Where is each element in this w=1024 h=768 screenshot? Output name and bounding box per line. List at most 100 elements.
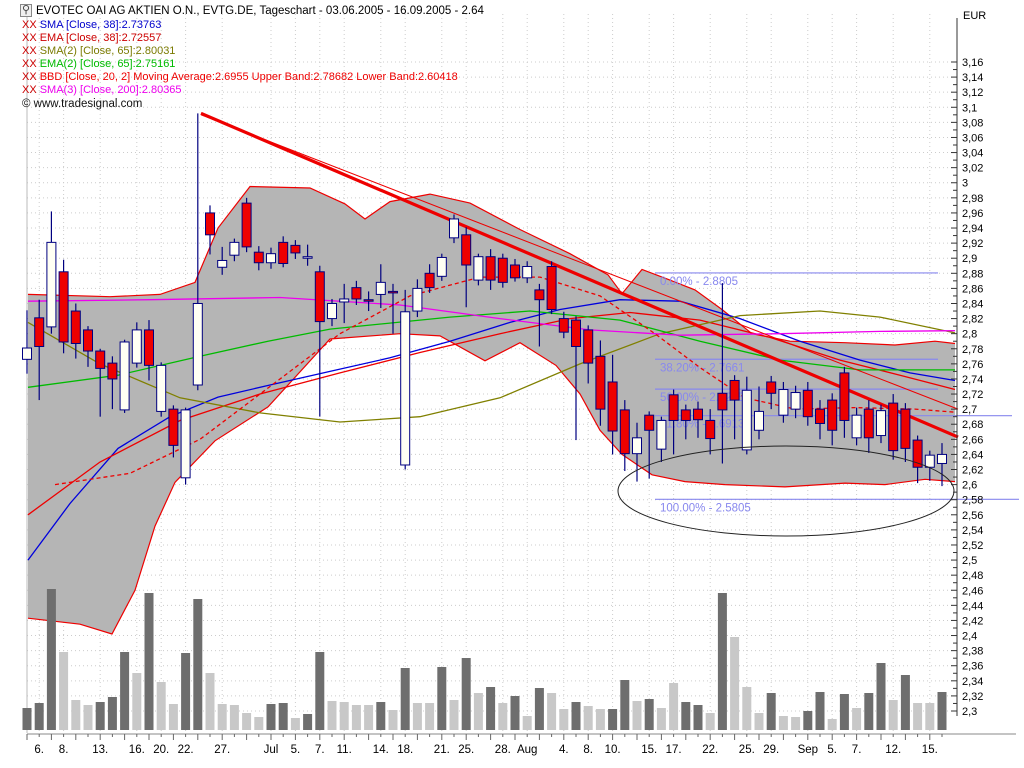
volume-bar [120, 652, 130, 730]
volume-bar [327, 701, 337, 730]
candle-body [168, 408, 179, 446]
indicator-bbd-mid [54, 276, 956, 486]
volume-bar [71, 700, 81, 730]
volume-bar [839, 694, 849, 730]
candle-body [778, 389, 789, 416]
candle-body [119, 341, 130, 411]
x-axis-label: Aug [517, 744, 537, 756]
candle-body [693, 408, 703, 421]
legend-marker: XX [22, 45, 37, 57]
volume-bar [742, 687, 752, 730]
legend-line-3: XX EMA(2) [Close, 65]:2.75161 [22, 58, 458, 71]
candle-body [632, 437, 642, 455]
candle-body [607, 381, 618, 432]
indicator-ema-38 [27, 311, 956, 516]
candle-body [34, 317, 45, 348]
volume-bar [595, 709, 605, 730]
candle-body [436, 256, 447, 277]
y-axis-label: 2,58 [962, 495, 983, 507]
volume-bar [925, 703, 935, 730]
y-axis-label: 3,02 [962, 163, 983, 175]
y-axis-label: 2,42 [962, 615, 983, 627]
y-axis-label: 2,56 [962, 510, 983, 522]
candle-body [924, 454, 935, 468]
volume-bar [83, 705, 93, 730]
volume-bar [559, 709, 569, 730]
x-axis-label: Sep [798, 744, 818, 756]
candle-body [802, 389, 813, 418]
bollinger-upper-border [27, 185, 956, 346]
volume-bar [766, 693, 776, 730]
y-axis-label: 2,82 [962, 314, 983, 326]
candle-body [729, 379, 740, 401]
volume-bar [193, 599, 203, 730]
volume-bar [132, 673, 142, 730]
candle-body [266, 253, 276, 264]
x-axis-label: 28. [495, 744, 511, 756]
volume-bar [364, 705, 374, 730]
volume-bar [900, 675, 910, 730]
y-axis-label: 3,06 [962, 132, 983, 144]
legend-marker: XX [22, 84, 37, 96]
candle-body [876, 410, 886, 437]
volume-bar [656, 708, 666, 730]
candle-body [656, 419, 667, 450]
x-axis-label: 15. [641, 744, 657, 756]
y-axis-label: 2,3 [962, 706, 977, 718]
candle-body [144, 329, 154, 366]
candle-body [253, 251, 264, 264]
volume-bar [168, 704, 178, 730]
candle-body [900, 408, 911, 449]
x-axis-label: 10. [605, 744, 621, 756]
volume-bar [254, 717, 264, 730]
volume-bar [498, 703, 508, 730]
candle-body [571, 319, 581, 348]
indicator-sma-38 [27, 299, 956, 561]
candle-body [473, 256, 484, 281]
y-axis-label: 2,9 [962, 253, 977, 265]
candle-body [839, 372, 850, 421]
legend-line-0: XX SMA [Close, 38]:2.73763 [22, 19, 458, 32]
x-axis-label: 25. [739, 744, 755, 756]
y-axis-label: 3,04 [962, 148, 983, 160]
volume-bar [95, 702, 105, 730]
volume-bar [290, 718, 300, 730]
volume-bar [693, 705, 703, 730]
volume-bar [644, 699, 654, 730]
x-axis-label: Jul [264, 744, 279, 756]
volume-bar [888, 700, 898, 730]
volume-bar [730, 637, 740, 730]
y-axis-label: 3,1 [962, 102, 977, 114]
volume-bar [339, 702, 349, 730]
volume-bar [534, 688, 544, 730]
x-axis-label: 17. [666, 744, 682, 756]
candle-body [705, 419, 716, 440]
volume-bar [681, 702, 691, 730]
chart-title: EVOTEC OAI AG AKTIEN O.N., EVTG.DE, Tage… [36, 4, 484, 17]
x-axis-label: 29. [763, 744, 779, 756]
y-axis-label: 2,62 [962, 465, 983, 477]
candle-body [937, 453, 947, 464]
legend-text: SMA(2) [Close, 65]:2.80031 [39, 45, 176, 57]
volume-bar [717, 593, 727, 730]
volume-bar [22, 708, 32, 730]
y-axis-label: 2,76 [962, 359, 983, 371]
legend-marker: XX [22, 71, 37, 83]
candle-body [107, 362, 118, 380]
x-axis-label: 12. [885, 744, 901, 756]
y-axis-label: 3,16 [962, 57, 983, 69]
y-axis-label: 3,08 [962, 117, 983, 129]
legend-line-2: XX SMA(2) [Close, 65]:2.80031 [22, 45, 458, 58]
x-axis-label: 18. [397, 744, 413, 756]
y-axis-label: 2,46 [962, 585, 983, 597]
volume-bar [852, 708, 862, 730]
candle-body [583, 329, 594, 364]
volume-bar [437, 667, 447, 730]
volume-bar [632, 701, 642, 730]
pin-icon[interactable]: ⚲ [20, 4, 32, 17]
y-axis-label: 2,92 [962, 238, 983, 250]
volume-bar [156, 682, 166, 730]
volume-bar [571, 702, 581, 730]
x-axis-label: 5. [827, 744, 837, 756]
